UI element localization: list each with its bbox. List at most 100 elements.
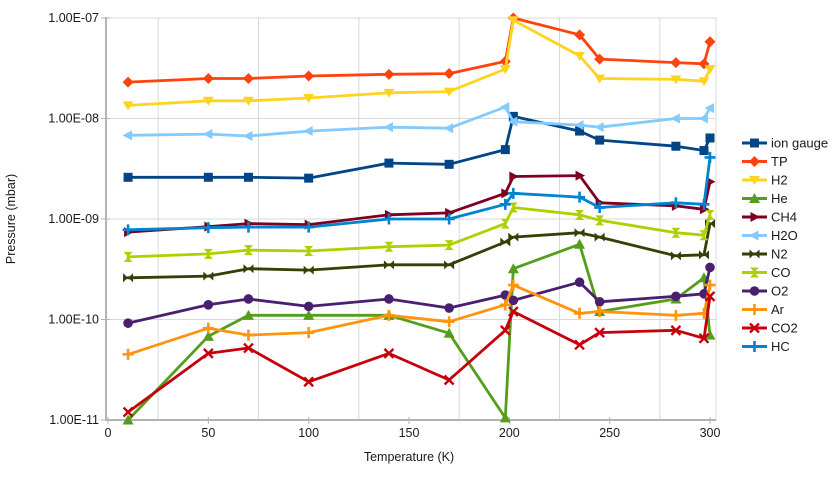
data-point-tp — [383, 68, 395, 80]
series-line-h2 — [126, 18, 712, 107]
data-point-he — [202, 330, 214, 341]
data-point-he — [303, 309, 315, 320]
data-point-co2 — [383, 348, 395, 359]
legend-label-ch4: CH4 — [771, 210, 797, 225]
data-point-tp — [303, 70, 315, 82]
series-ar — [122, 279, 716, 360]
data-point-tp — [594, 53, 606, 65]
data-point-ion-gauge — [384, 158, 394, 168]
data-point-h2 — [122, 101, 134, 111]
legend-item-n2: N2 — [742, 247, 788, 262]
data-point-hc — [303, 221, 315, 233]
data-point-co2 — [443, 374, 455, 386]
data-point-h2 — [507, 16, 519, 26]
data-point-n2 — [698, 250, 709, 260]
data-point-co2 — [594, 327, 605, 338]
data-point-ar — [122, 348, 134, 360]
tick-labels: 0 50 100 150 200 250 300 1.00E-07 1.00E-08 1.00E-… — [48, 11, 720, 440]
data-point-o2 — [243, 294, 254, 304]
data-point-he — [704, 329, 716, 340]
data-point-co — [203, 248, 213, 259]
data-point-hc — [499, 198, 511, 210]
data-point-n2 — [243, 264, 254, 274]
data-point-ion-gauge — [500, 145, 510, 155]
legend-marker-h2o — [749, 230, 759, 241]
data-point-ch4 — [509, 171, 519, 182]
series-hc — [122, 151, 716, 236]
legend-label-n2: N2 — [771, 247, 788, 262]
data-point-ar — [383, 309, 395, 321]
data-point-ion-gauge — [243, 172, 253, 182]
data-point-he — [574, 238, 586, 249]
y-tick-label: 1.00E-09 — [48, 212, 99, 226]
data-point-ion-gauge — [444, 159, 454, 169]
data-point-co — [595, 215, 605, 226]
legend-label-h2: H2 — [771, 173, 788, 188]
data-point-o2 — [574, 277, 585, 288]
data-point-h2 — [383, 88, 395, 98]
data-point-co — [444, 240, 454, 251]
data-point-ion-gauge — [705, 133, 715, 143]
data-point-co2 — [122, 406, 134, 418]
y-axis-title: Pressure (mbar) — [4, 174, 18, 264]
legend-item-h2o: H2O — [742, 228, 798, 243]
data-point-ion-gauge — [123, 172, 133, 182]
x-tick-label: 100 — [298, 426, 319, 440]
data-point-hc — [202, 222, 214, 234]
data-point-he — [499, 412, 511, 423]
series-n2 — [123, 219, 715, 283]
legend-marker-co2 — [749, 322, 760, 334]
data-point-n2 — [123, 273, 134, 283]
legend-label-h2o: H2O — [771, 228, 798, 243]
data-point-h2 — [594, 74, 606, 84]
data-point-ar — [507, 279, 519, 291]
legend-label-co2: CO2 — [771, 321, 798, 336]
data-point-co — [123, 251, 133, 262]
data-point-hc — [594, 202, 606, 214]
x-tick-label: 300 — [700, 426, 721, 440]
data-point-he — [443, 327, 455, 338]
y-tick-label: 1.00E-10 — [48, 313, 99, 327]
data-point-ion-gauge — [203, 172, 213, 182]
data-point-n2 — [670, 251, 681, 261]
data-point-o2 — [705, 262, 715, 273]
data-point-o2 — [594, 297, 605, 307]
data-series — [122, 12, 716, 425]
series-o2 — [123, 262, 715, 328]
data-point-ion-gauge — [699, 146, 709, 156]
data-point-co — [304, 246, 314, 257]
data-point-hc — [383, 213, 395, 225]
data-point-ion-gauge — [575, 126, 585, 136]
data-point-hc — [704, 151, 716, 163]
data-point-co — [508, 202, 518, 213]
data-point-co2 — [574, 339, 585, 351]
data-point-n2 — [574, 228, 585, 238]
data-point-n2 — [500, 237, 511, 247]
data-point-ion-gauge — [595, 135, 605, 145]
data-point-o2 — [508, 295, 519, 306]
data-point-h2 — [670, 75, 682, 85]
legend-item-tp: TP — [742, 154, 788, 169]
x-axis-title: Temperature (K) — [364, 450, 454, 464]
data-point-co2 — [202, 348, 214, 359]
x-tick-label: 150 — [399, 426, 420, 440]
legend-marker-co — [750, 267, 759, 278]
data-point-h2o — [383, 122, 393, 133]
legend-label-o2: O2 — [771, 284, 788, 299]
series-h2o — [122, 102, 714, 141]
data-point-ar — [242, 329, 254, 341]
legend-marker-he — [749, 193, 760, 203]
data-point-h2o — [698, 113, 708, 124]
data-point-co2 — [303, 376, 315, 388]
legend-label-tp: TP — [771, 154, 788, 169]
data-point-h2o — [594, 122, 604, 133]
gridlines — [106, 17, 717, 420]
data-point-ar — [670, 309, 682, 321]
data-point-ion-gauge — [671, 141, 681, 151]
y-tick-label: 1.00E-11 — [49, 413, 99, 427]
x-tick-label: 250 — [599, 426, 620, 440]
legend-item-co: CO — [742, 265, 791, 280]
data-point-tp — [242, 73, 254, 85]
data-point-h2 — [202, 96, 214, 106]
